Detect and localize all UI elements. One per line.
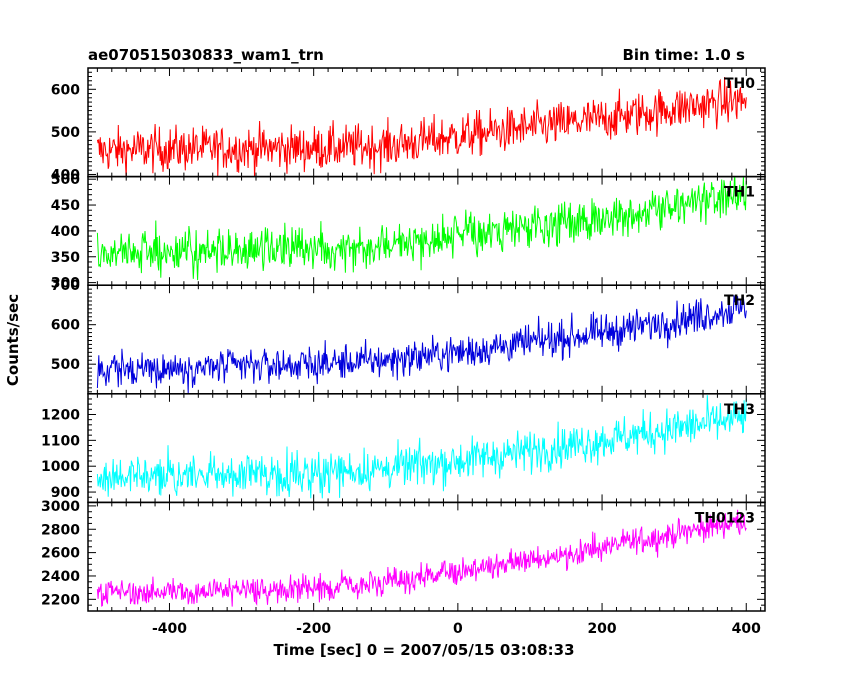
y-tick-label: 600 [51, 318, 80, 334]
series-line-th3 [96, 395, 747, 499]
y-tick-label: 2400 [41, 569, 80, 585]
y-tick-label: 700 [51, 278, 80, 294]
panel-label-th0: TH0 [724, 76, 755, 92]
y-tick-label: 500 [51, 172, 80, 188]
y-tick-label: 3000 [41, 499, 80, 515]
panel-label-th2: TH2 [724, 293, 755, 309]
y-axis-label: Counts/sec [4, 294, 22, 386]
y-tick-label: 2200 [41, 592, 80, 608]
y-tick-label: 400 [51, 167, 80, 183]
y-tick-label: 2800 [41, 522, 80, 538]
y-tick-label: 1000 [41, 459, 80, 475]
y-tick-label: 400 [51, 224, 80, 240]
panel-frame-th2 [87, 284, 766, 395]
y-tick-label: 2600 [41, 546, 80, 562]
y-tick-label: 450 [51, 198, 80, 214]
x-tick-label: -200 [296, 621, 331, 637]
series-line-th2 [96, 295, 747, 394]
y-tick-label: 600 [51, 82, 80, 98]
y-tick-label: 500 [51, 357, 80, 373]
series-line-th1 [96, 176, 747, 281]
series-line-th0123 [96, 509, 747, 607]
y-tick-label: 900 [51, 485, 80, 501]
bin-time-label: Bin time: 1.0 s [622, 46, 745, 64]
series-line-th0 [96, 76, 747, 177]
y-tick-label: 500 [51, 125, 80, 141]
y-tick-label: 350 [51, 250, 80, 266]
y-tick-label: 300 [51, 276, 80, 292]
x-tick-label: 0 [453, 621, 463, 637]
x-tick-label: 200 [587, 621, 616, 637]
chart-title: ae070515030833_wam1_trn [88, 46, 324, 64]
panel-frame-th0 [87, 67, 766, 178]
panel-label-th1: TH1 [724, 185, 755, 201]
panel-label-th0123: TH0123 [695, 510, 755, 526]
panel-label-th3: TH3 [724, 402, 755, 418]
x-tick-label: 400 [732, 621, 761, 637]
y-tick-label: 1100 [41, 433, 80, 449]
panel-frame-th3 [87, 393, 766, 504]
x-tick-label: -400 [152, 621, 187, 637]
x-axis-label: Time [sec] 0 = 2007/05/15 03:08:33 [273, 641, 574, 659]
panel-frame-th0123 [87, 501, 766, 612]
y-tick-label: 1200 [41, 407, 80, 423]
